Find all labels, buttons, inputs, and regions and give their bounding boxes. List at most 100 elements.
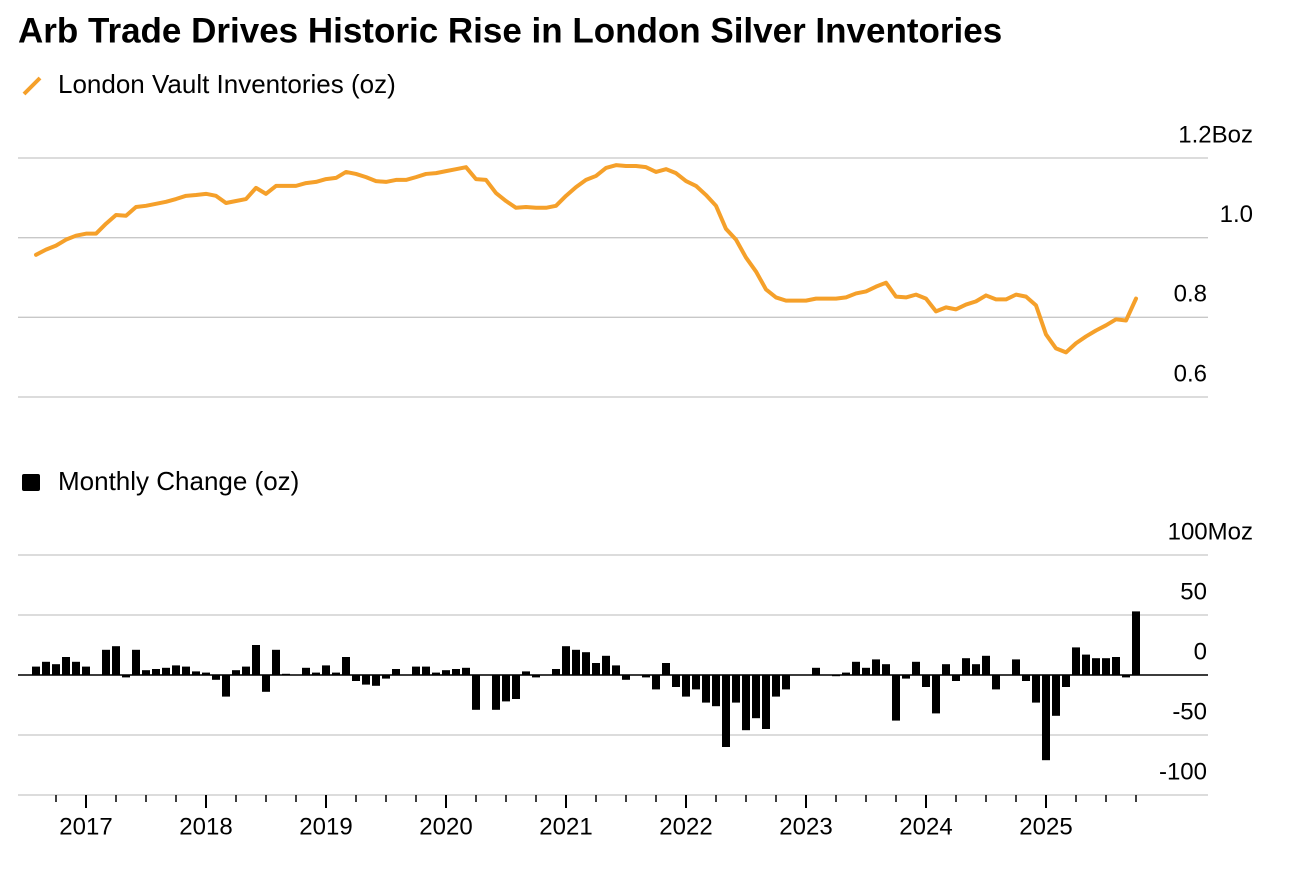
- bar: [652, 675, 660, 690]
- legend-swatch: [22, 474, 40, 491]
- legend-label: Monthly Change (oz): [58, 466, 299, 496]
- y-tick-label: 0.6: [1174, 360, 1207, 387]
- bar: [72, 661, 80, 675]
- bar: [242, 666, 250, 675]
- x-tick-label: 2018: [179, 813, 232, 840]
- bar: [682, 675, 690, 697]
- bar: [472, 675, 480, 710]
- bar: [862, 667, 870, 675]
- y-tick-label: 0: [1194, 638, 1207, 665]
- bar: [1052, 675, 1060, 716]
- legend-label: London Vault Inventories (oz): [58, 69, 396, 99]
- bar: [512, 675, 520, 699]
- y-tick-label: 100Moz: [1168, 518, 1253, 545]
- x-tick-label: 2023: [779, 813, 832, 840]
- bar: [962, 658, 970, 675]
- bar: [112, 646, 120, 675]
- bar: [1092, 658, 1100, 675]
- x-tick-label: 2017: [59, 813, 112, 840]
- bar: [1042, 675, 1050, 761]
- bar: [662, 663, 670, 675]
- bar: [422, 666, 430, 675]
- bar: [702, 675, 710, 703]
- y-tick-label: 1.2Boz: [1178, 121, 1253, 148]
- bar: [562, 646, 570, 675]
- bar: [152, 669, 160, 675]
- bar: [602, 655, 610, 675]
- x-tick-label: 2022: [659, 813, 712, 840]
- bar: [42, 661, 50, 675]
- bar: [772, 675, 780, 697]
- bar: [62, 657, 70, 675]
- bar: [442, 670, 450, 675]
- bar: [572, 649, 580, 675]
- bar: [582, 652, 590, 675]
- bar: [382, 675, 390, 679]
- bar: [462, 667, 470, 675]
- bar: [982, 655, 990, 675]
- bar: [852, 661, 860, 675]
- bar: [1022, 675, 1030, 681]
- bar: [182, 666, 190, 675]
- bar: [262, 675, 270, 692]
- bar: [1122, 675, 1130, 678]
- y-tick-label: 50: [1180, 578, 1207, 605]
- bar: [842, 672, 850, 675]
- bar: [1132, 611, 1140, 675]
- bar: [332, 672, 340, 675]
- bar: [1032, 675, 1040, 703]
- legend-swatch: [22, 76, 42, 96]
- bar: [642, 675, 650, 678]
- bar: [342, 657, 350, 675]
- bar: [302, 667, 310, 675]
- bar: [932, 675, 940, 714]
- bar: [492, 675, 500, 710]
- bar: [502, 675, 510, 702]
- bar: [872, 659, 880, 675]
- x-tick-label: 2019: [299, 813, 352, 840]
- bar: [1112, 657, 1120, 675]
- bar: [1082, 654, 1090, 675]
- y-tick-label: 0.8: [1174, 281, 1207, 308]
- bar: [142, 670, 150, 675]
- bar: [452, 669, 460, 675]
- bar: [192, 671, 200, 675]
- bar: [622, 675, 630, 680]
- bar: [882, 664, 890, 675]
- bar: [992, 675, 1000, 690]
- bar: [1102, 658, 1110, 675]
- bar: [762, 675, 770, 729]
- bar: [912, 661, 920, 675]
- bar: [1012, 659, 1020, 675]
- bar: [1062, 675, 1070, 687]
- bar: [532, 675, 540, 678]
- bar: [412, 666, 420, 675]
- bar: [902, 675, 910, 679]
- bar: [552, 669, 560, 675]
- bar: [122, 675, 130, 678]
- x-tick-label: 2025: [1019, 813, 1072, 840]
- bar: [52, 664, 60, 675]
- bar: [232, 670, 240, 675]
- bar: [732, 675, 740, 703]
- bar: [102, 649, 110, 675]
- bar: [752, 675, 760, 719]
- bar: [692, 675, 700, 690]
- bar: [712, 675, 720, 707]
- bar: [32, 666, 40, 675]
- bar: [322, 665, 330, 675]
- bar: [892, 675, 900, 721]
- bar: [312, 672, 320, 675]
- bar: [372, 675, 380, 686]
- bar: [1072, 647, 1080, 675]
- bar: [942, 664, 950, 675]
- bar: [522, 671, 530, 675]
- bar: [212, 675, 220, 680]
- bar: [132, 649, 140, 675]
- bar: [362, 675, 370, 685]
- chart-title: Arb Trade Drives Historic Rise in London…: [18, 11, 1002, 50]
- bar: [922, 675, 930, 687]
- series-line: [34, 163, 1138, 355]
- bar: [172, 665, 180, 675]
